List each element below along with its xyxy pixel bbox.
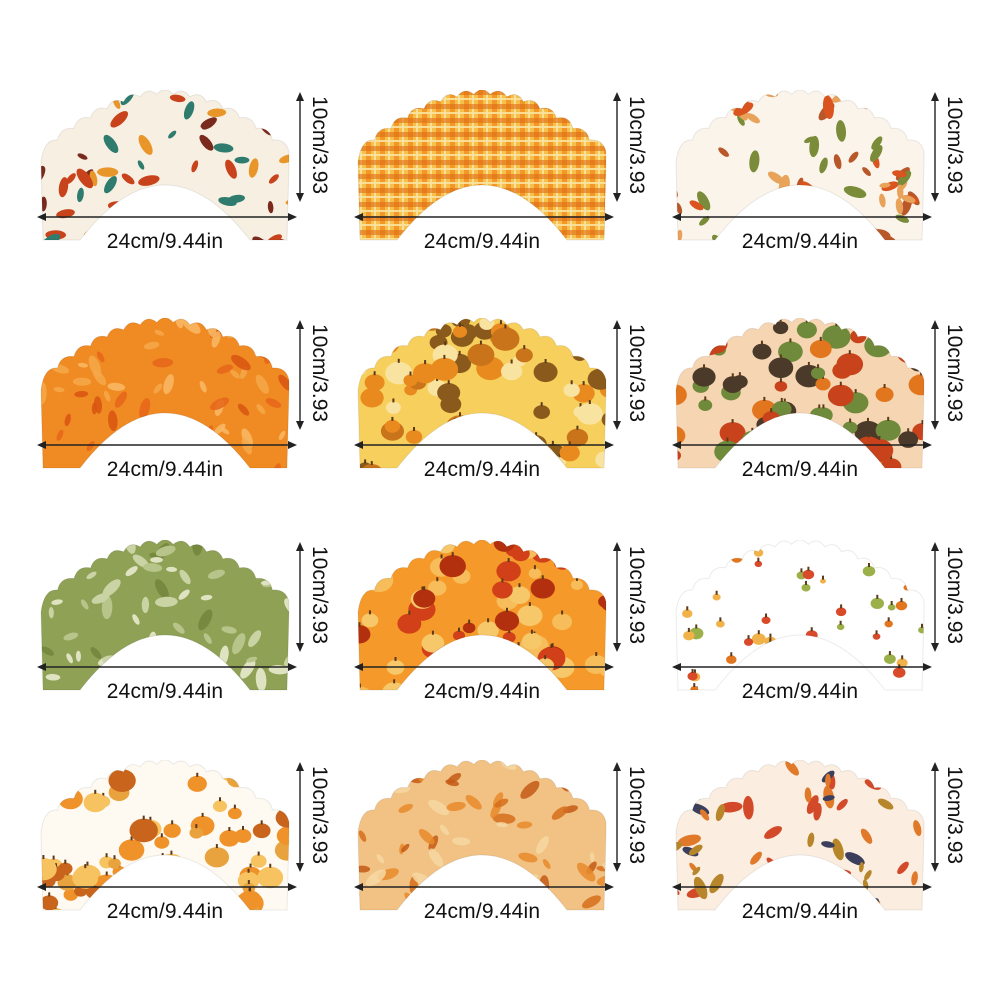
width-dimension-arrow: [354, 663, 614, 671]
wrapper-card-botanical-sprigs: 24cm/9.44in 10cm/3.93: [670, 760, 970, 940]
height-label: 10cm/3.93: [308, 324, 331, 423]
wrapper-card-yellow-pumpkins: 24cm/9.44in 10cm/3.93: [352, 318, 652, 498]
width-dimension-arrow: [37, 883, 297, 891]
width-label: 24cm/9.44in: [741, 458, 859, 481]
height-label: 10cm/3.93: [625, 546, 648, 645]
wrapper-card-tan-autumn-leaves: 24cm/9.44in 10cm/3.93: [352, 760, 652, 940]
width-dimension-arrow: [37, 213, 297, 221]
wrapper-card-pumpkins-mushrooms: 24cm/9.44in 10cm/3.93: [35, 760, 335, 940]
height-dimension-arrow: [613, 542, 621, 652]
height-label: 10cm/3.93: [625, 96, 648, 195]
height-dimension-arrow: [613, 92, 621, 202]
cupcake-wrapper-image: [675, 760, 925, 911]
width-label: 24cm/9.44in: [106, 458, 224, 481]
cupcake-wrapper-image: [357, 540, 607, 691]
width-label: 24cm/9.44in: [741, 680, 859, 703]
wrapper-card-autumn-leaves: 24cm/9.44in 10cm/3.93: [35, 90, 335, 270]
height-dimension-arrow: [931, 92, 939, 202]
height-dimension-arrow: [613, 320, 621, 430]
cupcake-wrapper-image: [675, 540, 925, 691]
height-label: 10cm/3.93: [943, 324, 966, 423]
height-dimension-arrow: [296, 762, 304, 872]
cupcake-wrapper-image: [675, 90, 925, 241]
width-dimension-arrow: [354, 883, 614, 891]
width-dimension-arrow: [672, 213, 932, 221]
width-dimension-arrow: [354, 441, 614, 449]
height-dimension-arrow: [296, 320, 304, 430]
wrapper-card-orange-maple: 24cm/9.44in 10cm/3.93: [35, 318, 335, 498]
wrapper-card-white-dotted-pumpkins: 24cm/9.44in 10cm/3.93: [670, 540, 970, 720]
height-dimension-arrow: [296, 542, 304, 652]
height-label: 10cm/3.93: [625, 766, 648, 865]
width-label: 24cm/9.44in: [423, 900, 541, 923]
width-dimension-arrow: [672, 663, 932, 671]
width-label: 24cm/9.44in: [423, 680, 541, 703]
height-dimension-arrow: [931, 762, 939, 872]
height-dimension-arrow: [296, 92, 304, 202]
cupcake-wrapper-image: [40, 318, 290, 469]
height-label: 10cm/3.93: [308, 96, 331, 195]
wrapper-card-orange-plaid: 24cm/9.44in 10cm/3.93: [352, 90, 652, 270]
width-dimension-arrow: [354, 213, 614, 221]
width-dimension-arrow: [37, 663, 297, 671]
width-label: 24cm/9.44in: [741, 230, 859, 253]
width-label: 24cm/9.44in: [741, 900, 859, 923]
height-dimension-arrow: [931, 542, 939, 652]
cupcake-wrapper-image: [40, 90, 290, 241]
cupcake-wrapper-image: [40, 540, 290, 691]
width-dimension-arrow: [37, 441, 297, 449]
width-label: 24cm/9.44in: [423, 458, 541, 481]
width-label: 24cm/9.44in: [423, 230, 541, 253]
height-label: 10cm/3.93: [308, 546, 331, 645]
cupcake-wrapper-image: [40, 760, 290, 911]
width-label: 24cm/9.44in: [106, 680, 224, 703]
cupcake-wrapper-image: [675, 318, 925, 469]
wrapper-card-red-pumpkins: 24cm/9.44in 10cm/3.93: [352, 540, 652, 720]
cupcake-wrapper-image: [357, 318, 607, 469]
height-label: 10cm/3.93: [943, 766, 966, 865]
height-dimension-arrow: [931, 320, 939, 430]
height-label: 10cm/3.93: [943, 546, 966, 645]
width-label: 24cm/9.44in: [106, 900, 224, 923]
wrapper-card-floral-line-art: 24cm/9.44in 10cm/3.93: [670, 90, 970, 270]
cupcake-wrapper-image: [357, 90, 607, 241]
wrapper-card-green-oak-leaves: 24cm/9.44in 10cm/3.93: [35, 540, 335, 720]
wrapper-card-thanksgiving-hats: 24cm/9.44in 10cm/3.93: [670, 318, 970, 498]
height-label: 10cm/3.93: [308, 766, 331, 865]
height-dimension-arrow: [613, 762, 621, 872]
height-label: 10cm/3.93: [943, 96, 966, 195]
width-label: 24cm/9.44in: [106, 230, 224, 253]
cupcake-wrapper-image: [357, 760, 607, 911]
height-label: 10cm/3.93: [625, 324, 648, 423]
width-dimension-arrow: [672, 441, 932, 449]
width-dimension-arrow: [672, 883, 932, 891]
